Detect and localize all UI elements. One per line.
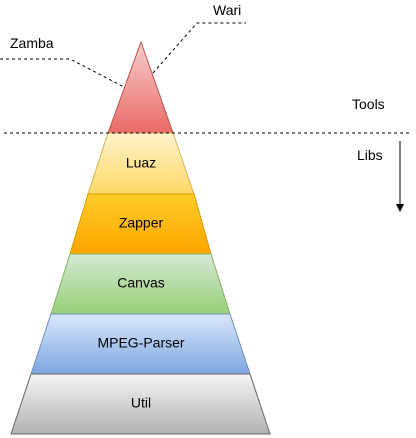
pyramid-layer-mpeg-parser: MPEG-Parser — [30, 313, 251, 375]
layer-mpeg-parser-label: MPEG-Parser — [97, 335, 184, 351]
callout-label-zamba: Zamba — [10, 35, 54, 51]
left-callout-leader — [0, 58, 125, 88]
pyramid-layer-util: Util — [10, 373, 271, 435]
layer-util-label: Util — [131, 395, 151, 411]
right-callout-leader — [152, 22, 246, 74]
pyramid-apex — [107, 40, 174, 134]
layer-canvas-label: Canvas — [117, 275, 164, 291]
callout-label-wari: Wari — [213, 2, 241, 18]
side-label-libs: Libs — [357, 147, 383, 163]
layer-luaz-label: Luaz — [126, 155, 156, 171]
pyramid-layer-luaz: Luaz — [87, 132, 195, 195]
down-arrow-icon — [396, 141, 404, 212]
pyramid-layer-canvas: Canvas — [50, 253, 231, 315]
side-label-tools: Tools — [352, 96, 385, 112]
pyramid-layer-zapper: Zapper — [69, 193, 212, 255]
layer-util-shape — [10, 373, 271, 435]
layer-zapper-label: Zapper — [119, 215, 164, 231]
